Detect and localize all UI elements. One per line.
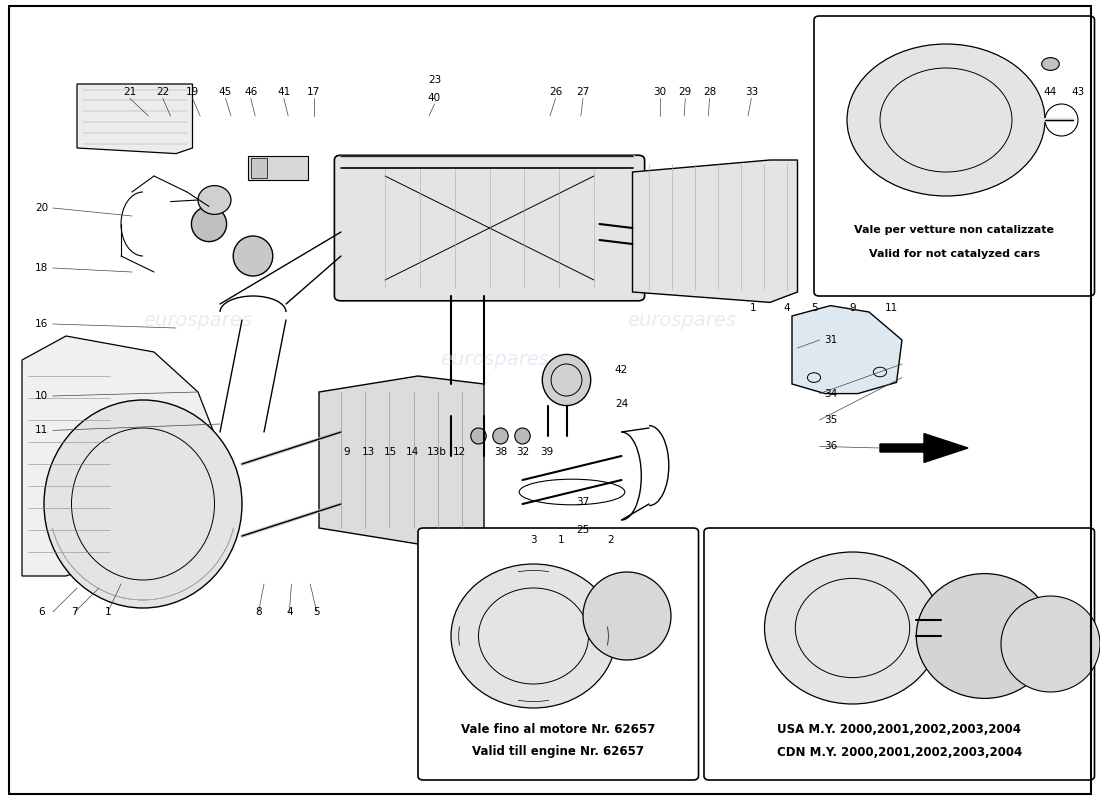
Text: 1: 1	[104, 607, 111, 617]
Text: eurospares: eurospares	[441, 350, 549, 370]
Text: 24: 24	[615, 399, 628, 409]
Text: 37: 37	[576, 498, 590, 507]
Text: 13: 13	[362, 447, 375, 457]
Text: 1: 1	[558, 535, 564, 545]
Text: 30: 30	[653, 87, 667, 97]
Text: 38: 38	[494, 447, 507, 457]
Text: 7: 7	[72, 607, 78, 617]
Text: 12: 12	[453, 447, 466, 457]
Text: 21: 21	[123, 87, 136, 97]
Text: 33: 33	[745, 87, 758, 97]
Text: 29: 29	[679, 87, 692, 97]
Text: CDN M.Y. 2000,2001,2002,2003,2004: CDN M.Y. 2000,2001,2002,2003,2004	[777, 746, 1022, 758]
Ellipse shape	[198, 186, 231, 214]
Text: 11: 11	[35, 426, 48, 435]
Text: 6: 6	[39, 607, 45, 617]
Text: 11: 11	[884, 303, 898, 313]
Ellipse shape	[471, 428, 486, 444]
Text: 9: 9	[849, 303, 856, 313]
Polygon shape	[319, 376, 484, 544]
Text: 14: 14	[406, 447, 419, 457]
Text: 42: 42	[615, 365, 628, 374]
Text: 46: 46	[244, 87, 257, 97]
Text: 44: 44	[1044, 87, 1057, 97]
Text: 41: 41	[277, 87, 290, 97]
Ellipse shape	[1001, 596, 1100, 692]
Ellipse shape	[764, 552, 940, 704]
Text: 36: 36	[824, 442, 837, 451]
Text: 8: 8	[255, 607, 262, 617]
Text: eurospares: eurospares	[144, 310, 252, 330]
Ellipse shape	[451, 564, 616, 708]
Ellipse shape	[493, 428, 508, 444]
Ellipse shape	[191, 206, 227, 242]
Ellipse shape	[515, 428, 530, 444]
Ellipse shape	[233, 236, 273, 276]
Bar	[251, 158, 267, 178]
Text: 18: 18	[35, 263, 48, 273]
Text: 26: 26	[549, 87, 562, 97]
Text: 5: 5	[314, 607, 320, 617]
Polygon shape	[632, 160, 798, 302]
Polygon shape	[22, 336, 220, 576]
Text: 35: 35	[824, 415, 837, 425]
FancyBboxPatch shape	[418, 528, 698, 780]
Polygon shape	[792, 306, 902, 394]
FancyBboxPatch shape	[704, 528, 1094, 780]
Text: 32: 32	[516, 447, 529, 457]
Text: 10: 10	[35, 391, 48, 401]
Text: Vale per vetture non catalizzate: Vale per vetture non catalizzate	[855, 225, 1054, 234]
Text: 40: 40	[428, 93, 441, 102]
Text: 45: 45	[219, 87, 232, 97]
FancyBboxPatch shape	[814, 16, 1094, 296]
Bar	[248, 156, 308, 180]
Text: 2: 2	[607, 535, 614, 545]
Ellipse shape	[44, 400, 242, 608]
Text: 1: 1	[750, 303, 757, 313]
Text: Vale fino al motore Nr. 62657: Vale fino al motore Nr. 62657	[461, 723, 656, 736]
Text: USA M.Y. 2000,2001,2002,2003,2004: USA M.Y. 2000,2001,2002,2003,2004	[778, 723, 1021, 736]
Text: 3: 3	[530, 535, 537, 545]
Ellipse shape	[542, 354, 591, 406]
Polygon shape	[880, 434, 968, 462]
Text: 34: 34	[824, 389, 837, 398]
Text: 27: 27	[576, 87, 590, 97]
Text: Valid till engine Nr. 62657: Valid till engine Nr. 62657	[472, 746, 645, 758]
Text: 39: 39	[540, 447, 553, 457]
Text: 20: 20	[35, 203, 48, 213]
FancyBboxPatch shape	[334, 155, 645, 301]
Ellipse shape	[847, 44, 1045, 196]
Polygon shape	[77, 84, 192, 154]
Text: 28: 28	[703, 87, 716, 97]
Text: eurospares: eurospares	[628, 310, 736, 330]
Ellipse shape	[583, 572, 671, 660]
Text: 15: 15	[384, 447, 397, 457]
Text: 22: 22	[156, 87, 169, 97]
Text: 17: 17	[307, 87, 320, 97]
Ellipse shape	[1042, 58, 1059, 70]
Text: 31: 31	[824, 335, 837, 345]
Text: 5: 5	[811, 303, 817, 313]
Text: 19: 19	[186, 87, 199, 97]
Text: 4: 4	[783, 303, 790, 313]
Text: 43: 43	[1071, 87, 1085, 97]
Text: 13b: 13b	[427, 447, 447, 457]
Text: 4: 4	[286, 607, 293, 617]
Text: 16: 16	[35, 319, 48, 329]
Text: 9: 9	[343, 447, 350, 457]
Text: 23: 23	[428, 75, 441, 85]
Ellipse shape	[916, 574, 1053, 698]
Text: 25: 25	[576, 525, 590, 534]
Text: Valid for not catalyzed cars: Valid for not catalyzed cars	[869, 249, 1040, 258]
